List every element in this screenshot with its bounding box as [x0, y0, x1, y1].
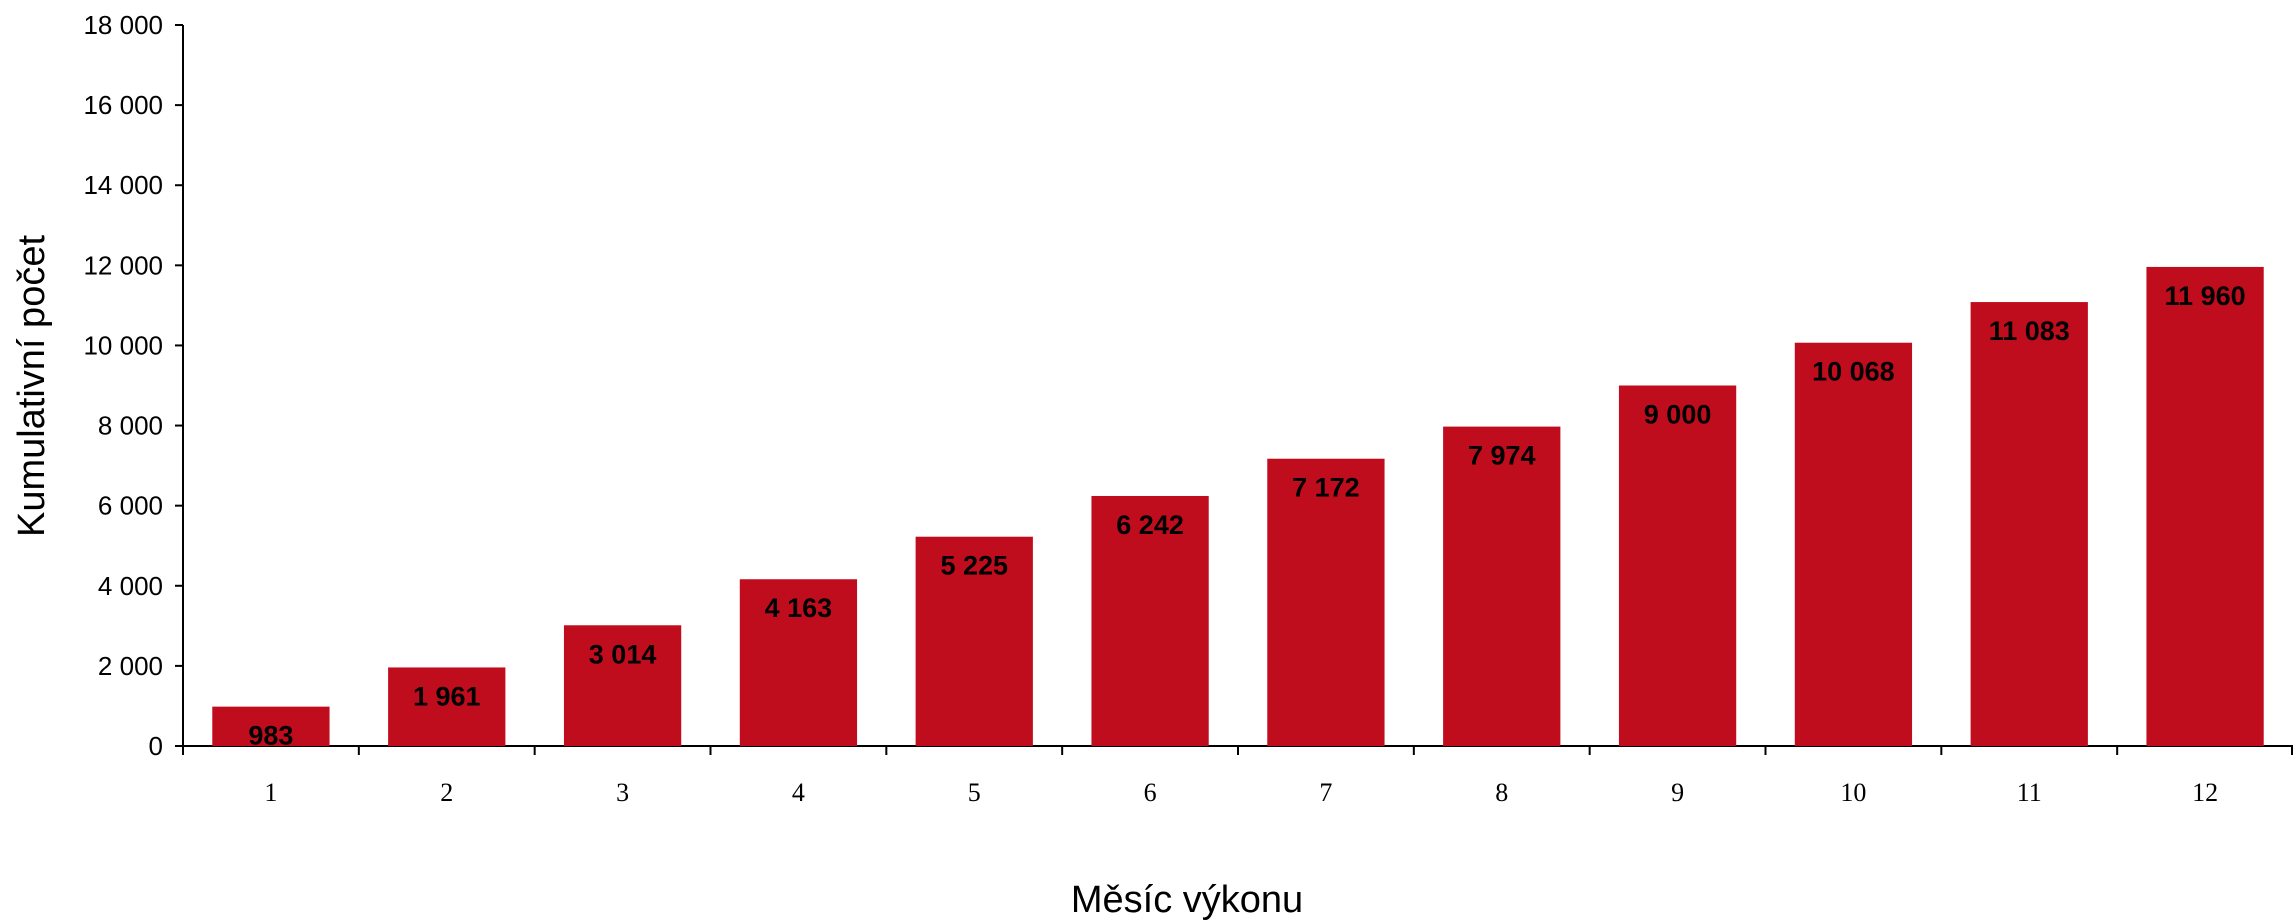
x-tick-label: 9 [1671, 778, 1684, 807]
bar-10 [1794, 342, 1913, 746]
data-labels: 983 1 961 3 014 4 163 5 225 6 242 7 172 7 974 9 … [248, 281, 2245, 751]
data-label: 10 068 [1812, 357, 1895, 387]
x-tick-label: 4 [792, 778, 805, 807]
x-tick-label: 10 [1840, 778, 1866, 807]
data-label: 1 961 [413, 681, 481, 711]
bar-7 [1267, 458, 1385, 746]
x-tick-label: 3 [616, 778, 629, 807]
bar-11 [1970, 302, 2088, 746]
bars [212, 266, 2264, 746]
data-label: 11 083 [1989, 316, 2070, 346]
data-label: 983 [248, 721, 293, 751]
x-axis: 1 2 3 4 5 6 7 8 9 10 11 12 [182, 745, 2293, 807]
data-label: 9 000 [1644, 400, 1712, 430]
x-tick-label: 12 [2192, 778, 2218, 807]
data-label: 4 163 [765, 593, 833, 623]
bar-1 [212, 706, 330, 746]
y-tick-label: 0 [149, 731, 163, 761]
y-tick-label: 4 000 [98, 571, 163, 601]
y-tick-label: 2 000 [98, 651, 163, 681]
data-label: 11 960 [2165, 281, 2246, 311]
y-tick-label: 12 000 [83, 250, 163, 280]
data-label: 7 974 [1468, 441, 1536, 471]
bar-5 [915, 536, 1033, 746]
x-tick-label: 1 [264, 778, 277, 807]
y-axis-title: Kumulativní počet [11, 235, 53, 537]
x-axis-title: Měsíc výkonu [1071, 879, 1303, 920]
data-label: 6 242 [1116, 510, 1184, 540]
y-tick-label: 14 000 [83, 170, 163, 200]
data-label: 5 225 [940, 551, 1008, 581]
x-tick-label: 5 [968, 778, 981, 807]
y-tick-label: 16 000 [83, 90, 163, 120]
bar-2 [388, 667, 506, 746]
bar-6 [1091, 495, 1209, 746]
bar-12 [2146, 266, 2264, 746]
x-tick-label: 7 [1319, 778, 1332, 807]
y-tick-label: 18 000 [83, 10, 163, 40]
bar-3 [563, 625, 682, 746]
bar-4 [739, 579, 858, 746]
x-tick-label: 2 [440, 778, 453, 807]
y-tick-label: 8 000 [98, 411, 163, 441]
bar-9 [1618, 385, 1737, 746]
y-tick-label: 6 000 [98, 491, 163, 521]
data-label: 7 172 [1292, 473, 1360, 503]
y-axis: 0 2 000 4 000 6 000 8 000 10 000 12 000 14 000 1… [83, 10, 184, 761]
x-tick-label: 6 [1144, 778, 1157, 807]
x-tick-label: 8 [1495, 778, 1508, 807]
y-tick-label: 10 000 [83, 330, 163, 360]
bar-8 [1443, 426, 1561, 746]
data-label: 3 014 [589, 639, 657, 669]
x-tick-label: 11 [2017, 778, 2042, 807]
